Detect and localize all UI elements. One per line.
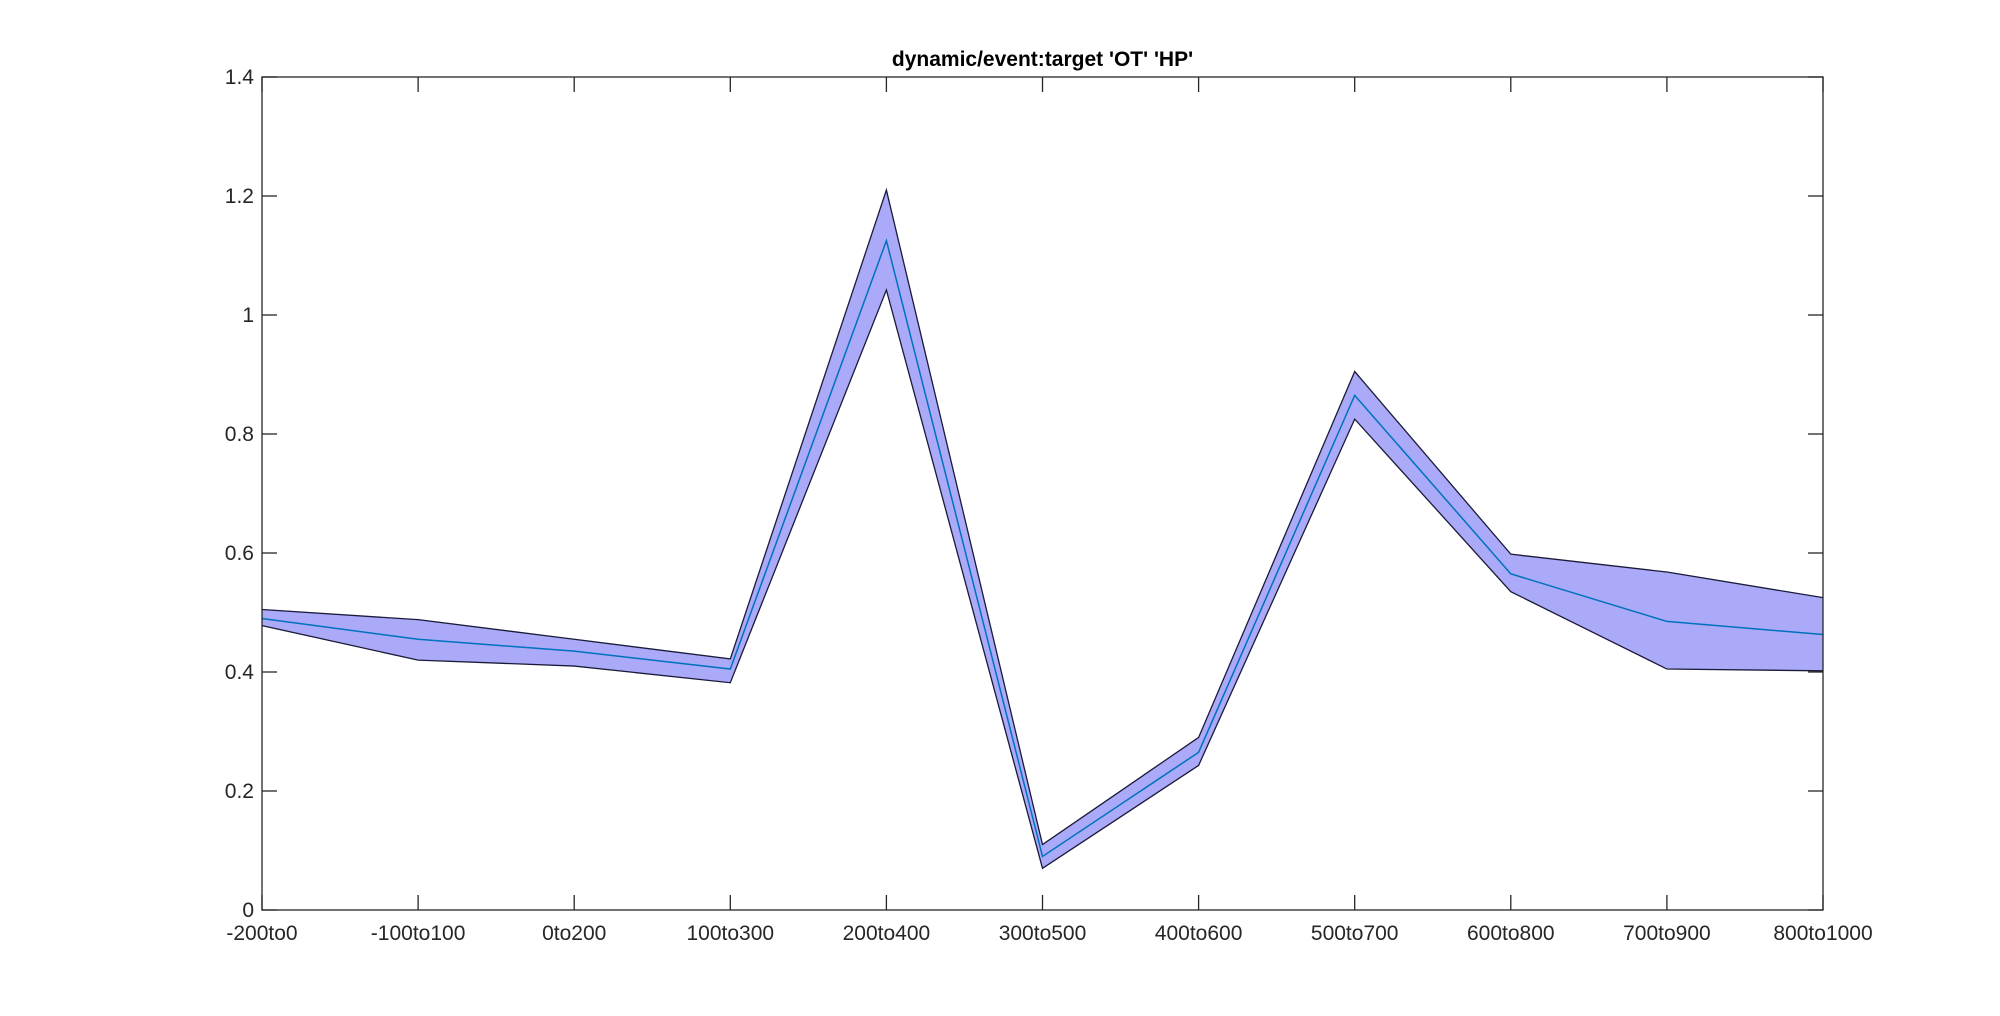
lower-bound-line xyxy=(261,287,1824,870)
y-tick-label: 0.4 xyxy=(225,661,255,684)
chart-title: dynamic/event:target 'OT' 'HP' xyxy=(892,48,1193,71)
mean-line xyxy=(261,238,1824,858)
y-tick-label: 0.8 xyxy=(225,423,254,446)
y-tick-label: 0.6 xyxy=(225,542,254,565)
y-tick-label: 0.2 xyxy=(225,780,254,803)
x-tick-label: 400to600 xyxy=(1155,922,1243,945)
x-axis: -200to0 -100to100 0to200 100to300 200to400 30… xyxy=(226,77,1873,945)
x-tick-label: -100to100 xyxy=(371,922,466,945)
y-tick-label: 1.2 xyxy=(225,185,254,208)
y-tick-label: 1.4 xyxy=(225,66,255,89)
x-tick-label: 800to1000 xyxy=(1773,922,1872,945)
y-tick-label: 1 xyxy=(242,304,254,327)
confidence-band-layer xyxy=(261,187,1824,870)
x-tick-label: 700to900 xyxy=(1623,922,1711,945)
mean-line-layer xyxy=(261,238,1824,858)
x-tick-label: 500to700 xyxy=(1311,922,1399,945)
x-tick-label: 200to400 xyxy=(843,922,931,945)
x-tick-label: 0to200 xyxy=(542,922,606,945)
x-tick-label: 100to300 xyxy=(687,922,775,945)
upper-bound-line xyxy=(261,187,1824,846)
x-tick-label: 300to500 xyxy=(999,922,1087,945)
y-tick-label: 0 xyxy=(242,899,254,922)
x-tick-label: -200to0 xyxy=(226,922,297,945)
y-axis: 0 0.2 0.4 0.6 0.8 1 1.2 1.4 xyxy=(225,66,1823,922)
x-tick-label: 600to800 xyxy=(1467,922,1555,945)
